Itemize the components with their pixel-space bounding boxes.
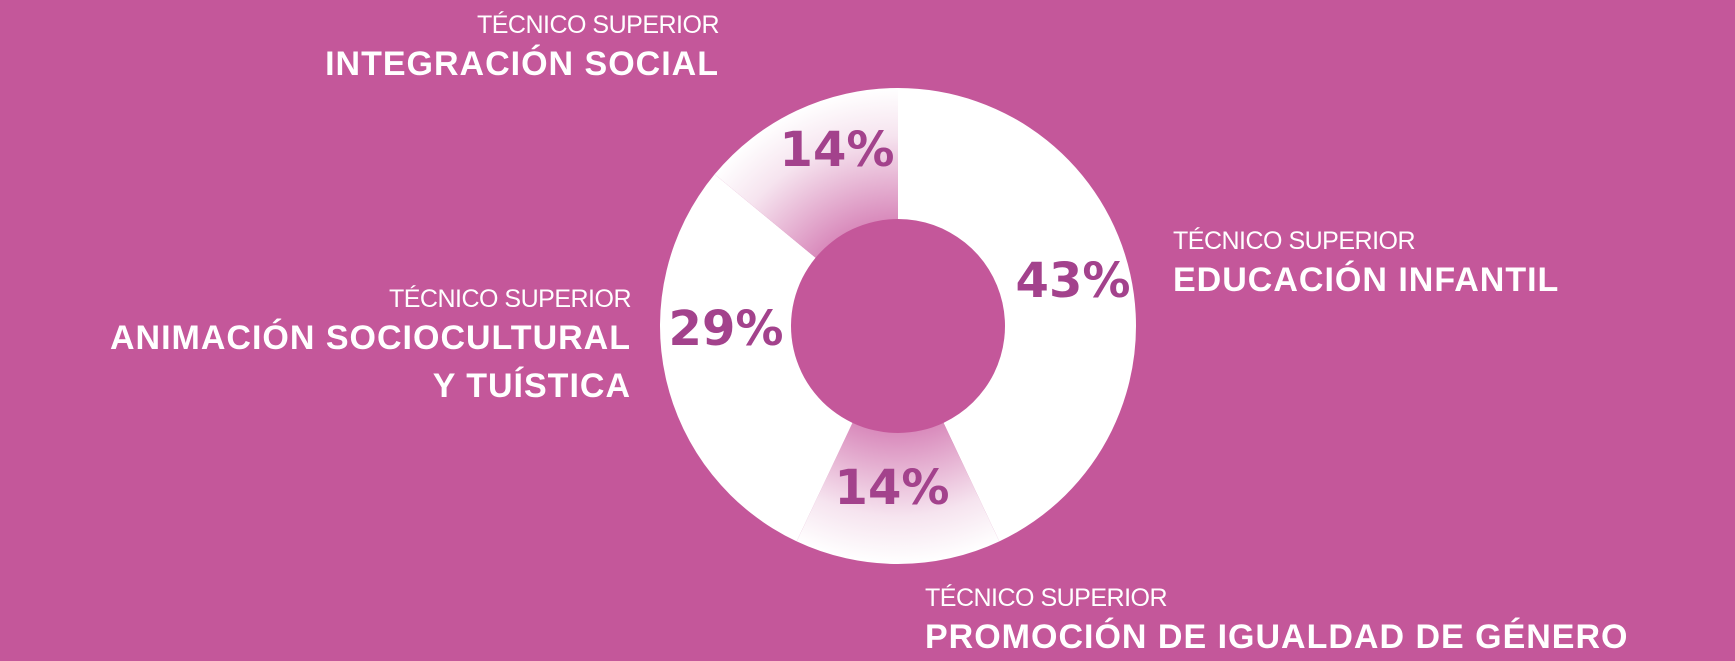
donut-slice (796, 422, 1000, 564)
value-label: 29% (669, 301, 784, 357)
category-prefix: TÉCNICO SUPERIOR (476, 11, 720, 39)
category-prefix: TÉCNICO SUPERIOR (1173, 227, 1416, 255)
donut-slice (714, 87, 898, 258)
value-label: 14% (780, 122, 895, 178)
category-name: PROMOCIÓN DE IGUALDAD DE GÉNERO (925, 618, 1629, 656)
category-name: ANIMACIÓN SOCIOCULTURAL Y TUÍSTICA (110, 319, 631, 405)
donut-slice (660, 174, 853, 542)
value-label: 43% (1016, 253, 1131, 309)
donut-slice (898, 88, 1137, 542)
category-label: TÉCNICO SUPERIOR ANIMACIÓN SOCIOCULTURAL … (110, 284, 632, 410)
value-label: 14% (835, 460, 950, 516)
category-label: TÉCNICO SUPERIOR INTEGRACIÓN SOCIAL (325, 10, 719, 88)
category-prefix: TÉCNICO SUPERIOR (388, 285, 632, 313)
category-label: TÉCNICO SUPERIOR EDUCACIÓN INFANTIL (1173, 226, 1559, 304)
category-label: TÉCNICO SUPERIOR PROMOCIÓN DE IGUALDAD DE… (925, 583, 1628, 661)
category-name: INTEGRACIÓN SOCIAL (325, 45, 719, 83)
category-name: EDUCACIÓN INFANTIL (1173, 261, 1560, 299)
category-prefix: TÉCNICO SUPERIOR (925, 584, 1168, 612)
